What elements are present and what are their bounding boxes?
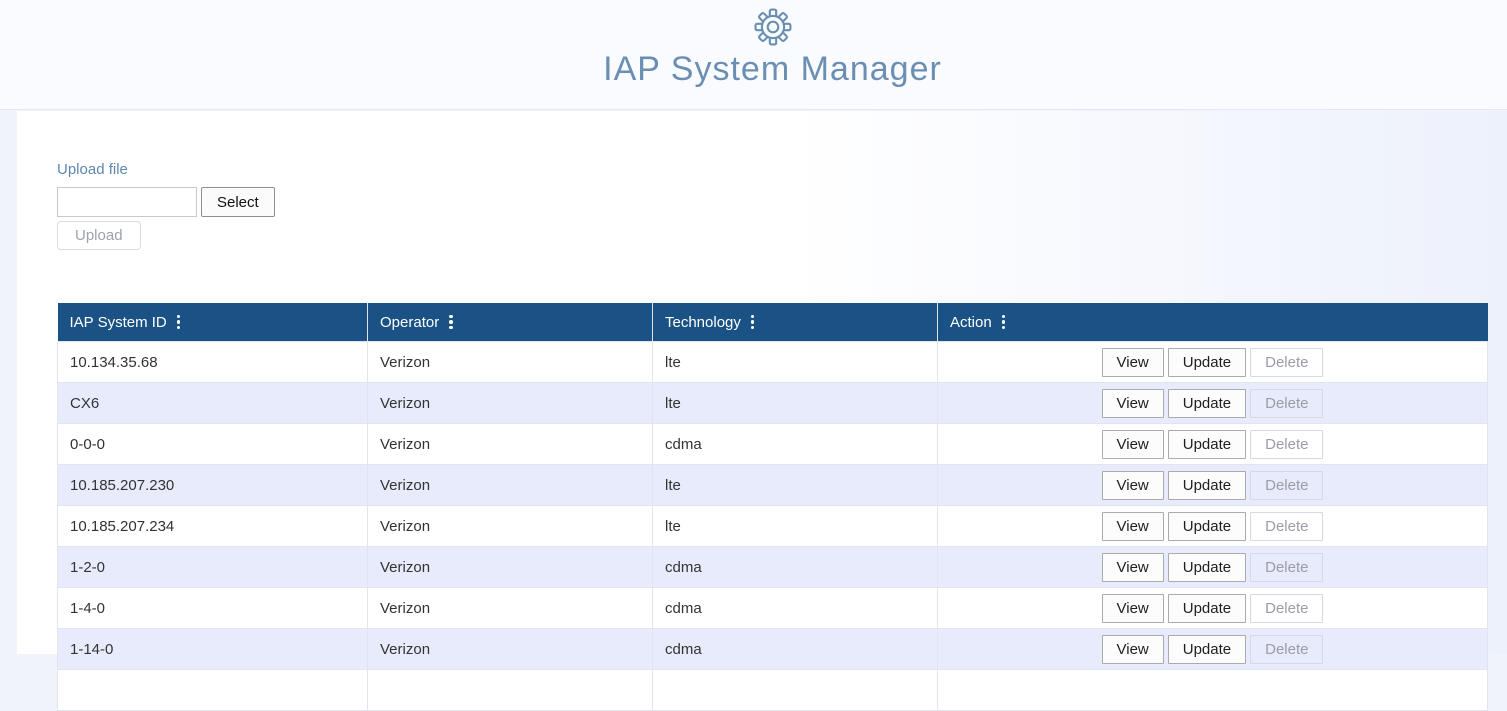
cell-operator: Verizon bbox=[368, 629, 653, 670]
main-content: Upload file Select Upload IAP System ID bbox=[17, 111, 1507, 654]
view-button[interactable]: View bbox=[1102, 512, 1164, 541]
update-button[interactable]: Update bbox=[1168, 635, 1246, 664]
column-header-iap-system-id[interactable]: IAP System ID bbox=[58, 303, 368, 342]
delete-button[interactable]: Delete bbox=[1250, 553, 1323, 582]
table-row-partial bbox=[58, 670, 1488, 711]
cell-iap-system-id: 1-14-0 bbox=[58, 629, 368, 670]
delete-button[interactable]: Delete bbox=[1250, 430, 1323, 459]
iap-system-table: IAP System ID Operator Technology bbox=[57, 303, 1488, 711]
page-title: IAP System Manager bbox=[603, 50, 942, 89]
view-button[interactable]: View bbox=[1102, 471, 1164, 500]
cell-technology: cdma bbox=[653, 547, 938, 588]
table-header-row: IAP System ID Operator Technology bbox=[58, 303, 1488, 342]
table-row: 1-2-0 Verizon cdma View Update Delete bbox=[58, 547, 1488, 588]
update-button[interactable]: Update bbox=[1168, 430, 1246, 459]
cell-technology: cdma bbox=[653, 629, 938, 670]
view-button[interactable]: View bbox=[1102, 348, 1164, 377]
cell-operator: Verizon bbox=[368, 465, 653, 506]
column-header-technology[interactable]: Technology bbox=[653, 303, 938, 342]
column-header-operator[interactable]: Operator bbox=[368, 303, 653, 342]
delete-button[interactable]: Delete bbox=[1250, 512, 1323, 541]
table-row: 10.185.207.230 Verizon lte View Update D… bbox=[58, 465, 1488, 506]
update-button[interactable]: Update bbox=[1168, 471, 1246, 500]
gear-icon bbox=[754, 8, 792, 46]
cell-operator: Verizon bbox=[368, 547, 653, 588]
page-header: IAP System Manager bbox=[0, 0, 1507, 110]
cell-technology: lte bbox=[653, 383, 938, 424]
select-button[interactable]: Select bbox=[201, 187, 275, 217]
table-row: 1-4-0 Verizon cdma View Update Delete bbox=[58, 588, 1488, 629]
delete-button[interactable]: Delete bbox=[1250, 594, 1323, 623]
delete-button[interactable]: Delete bbox=[1250, 471, 1323, 500]
update-button[interactable]: Update bbox=[1168, 348, 1246, 377]
upload-section: Upload file Select Upload bbox=[57, 161, 1507, 250]
sort-icon[interactable] bbox=[1002, 315, 1006, 330]
table-row: 10.134.35.68 Verizon lte View Update Del… bbox=[58, 342, 1488, 383]
table-row: CX6 Verizon lte View Update Delete bbox=[58, 383, 1488, 424]
update-button[interactable]: Update bbox=[1168, 553, 1246, 582]
sort-icon[interactable] bbox=[177, 315, 181, 330]
view-button[interactable]: View bbox=[1102, 430, 1164, 459]
cell-operator: Verizon bbox=[368, 342, 653, 383]
view-button[interactable]: View bbox=[1102, 553, 1164, 582]
cell-technology: lte bbox=[653, 506, 938, 547]
cell-iap-system-id: 10.185.207.234 bbox=[58, 506, 368, 547]
cell-operator: Verizon bbox=[368, 424, 653, 465]
cell-iap-system-id: 1-4-0 bbox=[58, 588, 368, 629]
cell-technology: lte bbox=[653, 465, 938, 506]
upload-file-label: Upload file bbox=[57, 161, 1507, 178]
cell-iap-system-id: 10.185.207.230 bbox=[58, 465, 368, 506]
update-button[interactable]: Update bbox=[1168, 594, 1246, 623]
upload-button[interactable]: Upload bbox=[57, 221, 141, 250]
sort-icon[interactable] bbox=[751, 315, 755, 330]
delete-button[interactable]: Delete bbox=[1250, 635, 1323, 664]
sort-icon[interactable] bbox=[449, 315, 453, 330]
file-name-input[interactable] bbox=[57, 187, 197, 217]
view-button[interactable]: View bbox=[1102, 594, 1164, 623]
cell-iap-system-id: CX6 bbox=[58, 383, 368, 424]
update-button[interactable]: Update bbox=[1168, 512, 1246, 541]
table-row: 0-0-0 Verizon cdma View Update Delete bbox=[58, 424, 1488, 465]
cell-technology: lte bbox=[653, 342, 938, 383]
cell-technology: cdma bbox=[653, 588, 938, 629]
cell-operator: Verizon bbox=[368, 383, 653, 424]
column-header-action[interactable]: Action bbox=[938, 303, 1488, 342]
cell-iap-system-id: 10.134.35.68 bbox=[58, 342, 368, 383]
cell-operator: Verizon bbox=[368, 588, 653, 629]
delete-button[interactable]: Delete bbox=[1250, 348, 1323, 377]
view-button[interactable]: View bbox=[1102, 389, 1164, 418]
cell-iap-system-id: 0-0-0 bbox=[58, 424, 368, 465]
view-button[interactable]: View bbox=[1102, 635, 1164, 664]
update-button[interactable]: Update bbox=[1168, 389, 1246, 418]
cell-operator: Verizon bbox=[368, 506, 653, 547]
delete-button[interactable]: Delete bbox=[1250, 389, 1323, 418]
table-row: 10.185.207.234 Verizon lte View Update D… bbox=[58, 506, 1488, 547]
table-row: 1-14-0 Verizon cdma View Update Delete bbox=[58, 629, 1488, 670]
cell-technology: cdma bbox=[653, 424, 938, 465]
cell-iap-system-id: 1-2-0 bbox=[58, 547, 368, 588]
